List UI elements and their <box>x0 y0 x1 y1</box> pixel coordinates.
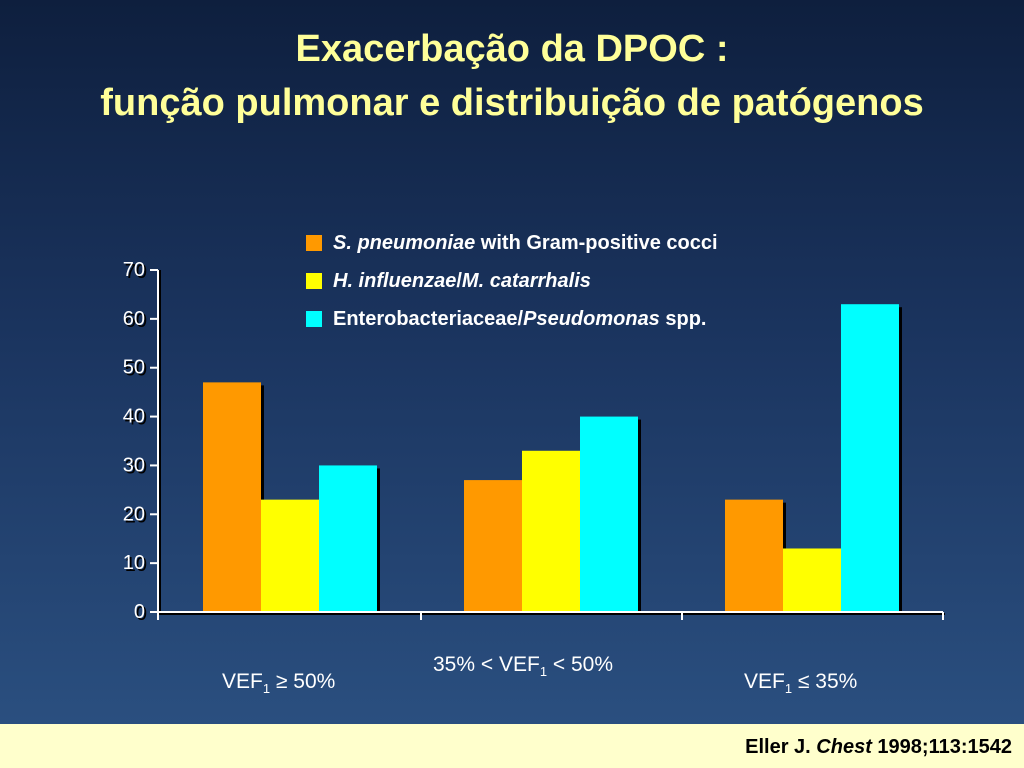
bar-3-2 <box>580 416 638 612</box>
legend-label: H. influenzae/M. catarrhalis <box>333 270 591 292</box>
y-tick-label: 70 <box>123 259 145 281</box>
slide-title-line2: função pulmonar e distribuição de patóge… <box>100 82 924 124</box>
y-tick-label: 40 <box>123 406 145 428</box>
legend-label: Enterobacteriaceae/Pseudomonas spp. <box>333 308 707 330</box>
y-tick-label-shadow: 20 <box>125 505 147 527</box>
citation: Eller J. Chest 1998;113:1542 <box>745 736 1012 758</box>
slide-title-line1: Exacerbação da DPOC : <box>295 28 729 70</box>
legend-swatch <box>306 235 322 251</box>
category-label-1: VEF1 ≥ 50% <box>222 670 336 697</box>
bar-3-1 <box>319 465 377 612</box>
y-tick-label-shadow: 40 <box>125 408 147 430</box>
y-tick-label-shadow: 30 <box>125 456 147 478</box>
y-tick-label: 20 <box>123 503 145 525</box>
bar-1-3 <box>725 499 783 612</box>
y-tick-label: 0 <box>134 601 145 623</box>
bar-1-2 <box>464 480 522 612</box>
y-tick-label: 50 <box>123 357 145 379</box>
y-tick-label-shadow: 50 <box>125 359 147 381</box>
category-label-2: 35% < VEF1 < 50% <box>433 653 614 680</box>
y-tick-label-shadow: 10 <box>125 554 147 576</box>
y-tick-label-shadow: 0 <box>136 603 147 625</box>
bar-1-1 <box>203 382 261 612</box>
y-tick-label: 10 <box>123 552 145 574</box>
bar-2-2 <box>522 450 580 612</box>
legend-swatch <box>306 311 322 327</box>
y-tick-label-shadow: 60 <box>125 310 147 332</box>
category-label-3: VEF1 ≤ 35% <box>744 670 858 697</box>
legend-swatch <box>306 273 322 289</box>
y-tick-label: 30 <box>123 454 145 476</box>
footer-bar: Eller J. Chest 1998;113:1542 <box>0 724 1024 768</box>
bar-3-3 <box>841 304 899 612</box>
y-tick-label: 60 <box>123 308 145 330</box>
bar-2-3 <box>783 548 841 612</box>
legend-label: S. pneumoniae with Gram-positive cocci <box>333 232 718 254</box>
bar-2-1 <box>261 499 319 612</box>
y-tick-label-shadow: 70 <box>125 261 147 283</box>
